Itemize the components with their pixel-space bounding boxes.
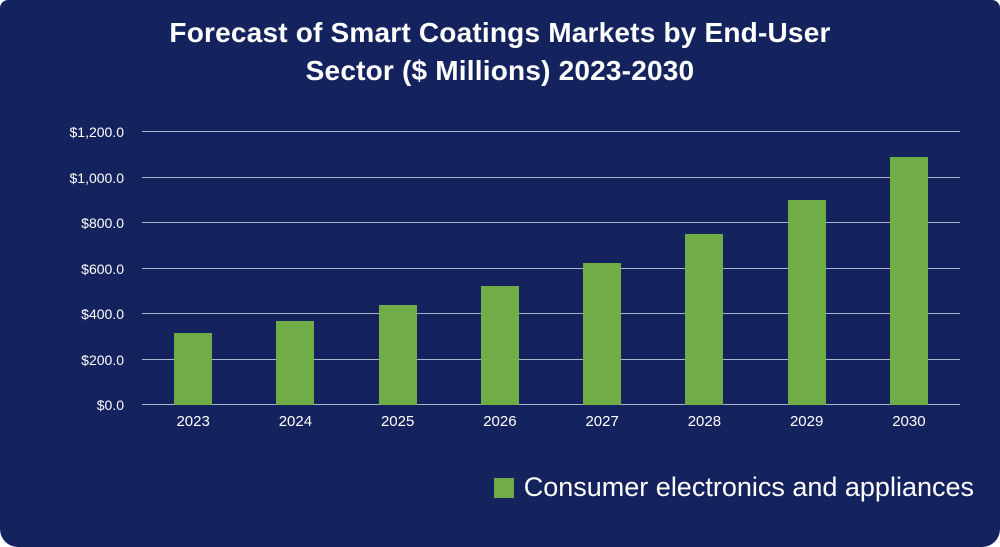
bar-2027 [583,262,622,405]
y-tick-label-400: $400.0 [81,306,124,322]
y-axis-labels: $0.0 $200.0 $400.0 $600.0 $800.0 $1,000.0 $1,2… [0,124,132,413]
gridline-800 [142,222,960,223]
chart-title: Forecast of Smart Coatings Markets by En… [0,0,1000,90]
plot-area [142,131,960,405]
chart-legend: Consumer electronics and appliances [0,472,974,503]
y-tick-label-1000: $1,000.0 [69,169,125,186]
bar-2026 [480,285,519,405]
bar-slot-2024 [244,132,346,405]
x-tick-label-2026: 2026 [483,413,517,430]
legend-swatch [493,477,514,498]
y-tick-label-600: $600.0 [81,260,124,277]
bar-slot-2030 [858,132,960,405]
gridline-1000 [142,176,960,178]
chart-title-line1: Forecast of Smart Coatings Markets by En… [169,17,831,48]
bar-2029 [787,200,826,405]
bar-2030 [889,157,928,405]
x-axis-labels: 2023 2024 2025 2026 2027 2028 2029 2030 [142,413,960,430]
y-tick-label-1200: $1,200.0 [69,124,125,140]
x-tick-label-2027: 2027 [585,413,619,430]
bar-2024 [276,320,315,405]
bars-row [142,132,960,405]
bar-2023 [174,333,213,405]
y-tick-label-0: $0.0 [96,397,124,413]
bar-slot-2027 [551,132,653,405]
x-tick-label-2024: 2024 [278,413,313,430]
gridline-400 [142,313,960,314]
bar-slot-2029 [756,132,858,405]
x-tick-label-2029: 2029 [789,413,824,430]
x-tick-label-2025: 2025 [380,413,415,430]
x-tick-label-2023: 2023 [176,413,210,430]
gridline-0 [142,404,960,405]
bar-slot-2026 [449,132,551,405]
y-tick-label-800: $800.0 [81,215,124,231]
gridline-1200 [142,131,960,132]
bar-slot-2025 [347,132,449,405]
gridline-200 [142,358,960,360]
chart-title-line2: Sector ($ Millions) 2023-2030 [305,55,695,86]
y-tick-label-200: $200.0 [81,351,124,368]
bar-2028 [685,234,724,405]
x-tick-label-2030: 2030 [892,413,926,430]
x-tick-label-2028: 2028 [687,413,722,430]
legend-label: Consumer electronics and appliances [523,472,974,502]
bar-2025 [378,304,417,405]
bar-slot-2028 [653,132,755,405]
gridline-600 [142,267,960,269]
bar-slot-2023 [142,132,244,405]
